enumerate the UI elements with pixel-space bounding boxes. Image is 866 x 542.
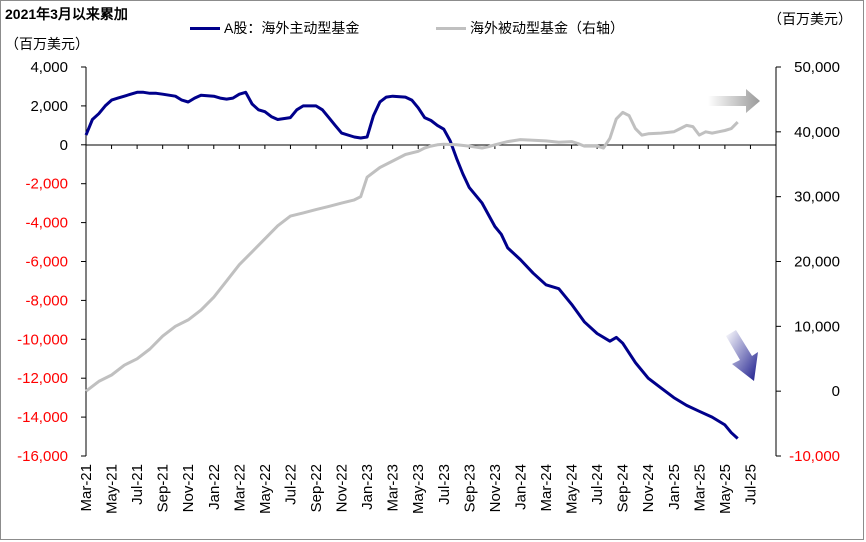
left-tick-label: -14,000	[17, 409, 68, 426]
right-tick-label: 50,000	[794, 59, 840, 76]
legend-swatch-passive	[436, 26, 466, 30]
left-tick-label: -12,000	[17, 370, 68, 387]
right-tick-label: 10,000	[794, 318, 840, 335]
x-tick-label: Jan-24	[512, 464, 529, 510]
left-tick-label: -16,000	[17, 448, 68, 465]
x-tick-label: May-22	[257, 464, 274, 514]
x-tick-label: Jul-24	[589, 464, 606, 505]
arrow-right-icon	[708, 89, 760, 113]
left-tick-label: -6,000	[25, 254, 68, 271]
x-tick-label: Jul-22	[282, 464, 299, 505]
x-tick-label: Nov-21	[180, 464, 197, 512]
x-tick-label: Nov-23	[487, 464, 504, 512]
arrow-down-icon	[726, 330, 758, 381]
x-tick-label: Mar-22	[231, 464, 248, 512]
legend-label-passive: 海外被动型基金（右轴）	[470, 20, 624, 36]
x-tick-label: Sep-23	[461, 464, 478, 512]
x-tick-label: May-21	[104, 464, 121, 514]
x-tick-label: Sep-22	[308, 464, 325, 512]
legend-item-active-funds: A股：海外主动型基金	[190, 18, 359, 38]
left-tick-label: 4,000	[30, 59, 68, 76]
x-tick-label: Jan-22	[206, 464, 223, 510]
right-axis-unit-label: （百万美元）	[768, 11, 852, 27]
x-tick-label: May-25	[717, 464, 734, 514]
legend-item-passive-funds: 海外被动型基金（右轴）	[436, 18, 624, 38]
x-tick-label: Mar-24	[538, 464, 555, 512]
legend-swatch-active	[190, 26, 220, 30]
left-tick-label: -8,000	[25, 292, 68, 309]
x-tick-label: Sep-24	[615, 464, 632, 512]
x-tick-label: Sep-21	[155, 464, 172, 512]
left-tick-label: 2,000	[30, 98, 68, 115]
right-tick-label: 40,000	[794, 124, 840, 141]
x-tick-label: Mar-25	[691, 464, 708, 512]
x-tick-label: Jul-23	[436, 464, 453, 505]
x-tick-label: Nov-24	[640, 464, 657, 512]
x-tick-label: May-24	[564, 464, 581, 514]
x-tick-label: Jul-21	[129, 464, 146, 505]
passive-fund-line	[85, 110, 739, 393]
x-tick-label: Nov-22	[334, 464, 351, 512]
left-tick-label: -4,000	[25, 215, 68, 232]
active-fund-line	[84, 90, 739, 440]
right-tick-label: 0	[832, 383, 840, 400]
right-tick-label: 30,000	[794, 189, 840, 206]
left-tick-label: -2,000	[25, 176, 68, 193]
x-tick-label: Jul-25	[742, 464, 759, 505]
left-tick-label: 0	[60, 137, 68, 154]
x-tick-label: Jan-25	[666, 464, 683, 510]
x-tick-label: Mar-23	[385, 464, 402, 512]
x-tick-label: Mar-21	[78, 464, 95, 512]
left-tick-label: -10,000	[17, 331, 68, 348]
right-tick-label: 20,000	[794, 254, 840, 271]
x-tick-label: May-23	[410, 464, 427, 514]
left-axis-unit-label: （百万美元）	[5, 36, 89, 52]
x-tick-label: Jan-23	[359, 464, 376, 510]
chart-title: 2021年3月以来累加	[5, 6, 128, 22]
legend-label-active: A股：海外主动型基金	[224, 20, 360, 36]
right-tick-label: -10,000	[789, 448, 840, 465]
